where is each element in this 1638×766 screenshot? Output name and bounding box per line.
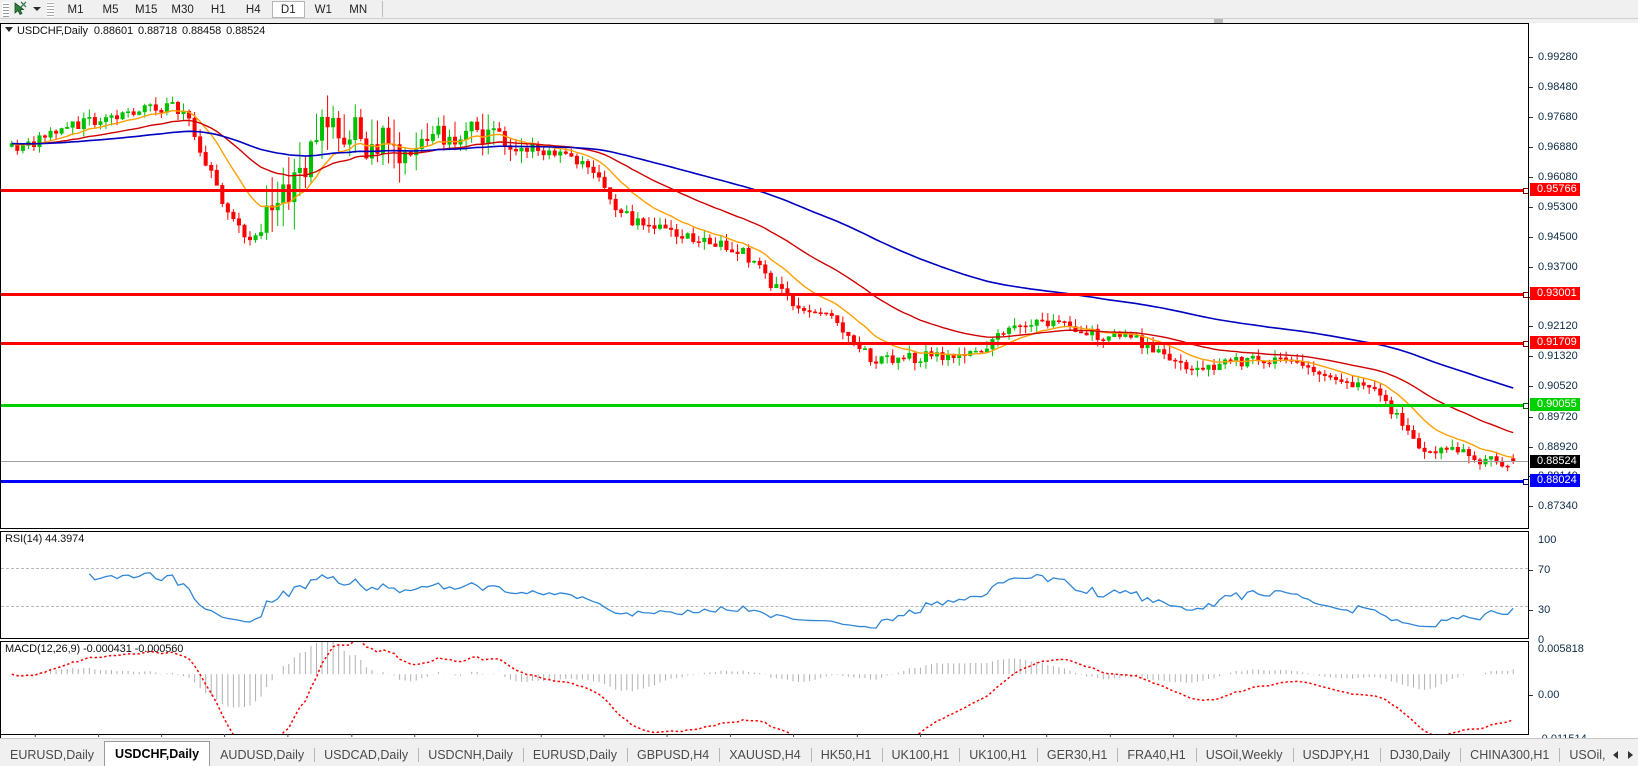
- price-candles-canvas: [9, 95, 1516, 472]
- price-tick-0.93700: 0.93700: [1529, 261, 1578, 274]
- level-line-0.93001[interactable]: [1, 292, 1528, 299]
- resistance-level-badge-2[interactable]: 0.93001: [1530, 287, 1580, 301]
- resistance-level-badge-1[interactable]: 0.95766: [1530, 183, 1580, 197]
- support-level-badge-blue[interactable]: 0.88024: [1530, 474, 1580, 488]
- chart-tab-hk50-h1-8[interactable]: HK50,H1: [810, 744, 882, 766]
- rsi-tick-30: 30: [1529, 604, 1550, 617]
- rsi-tick-100: 100: [1538, 534, 1557, 546]
- chart-tab-gbpusd-h4-6[interactable]: GBPUSD,H4: [626, 744, 719, 766]
- timeframe-m15-button[interactable]: M15: [135, 3, 158, 16]
- price-tick-0.91320: 0.91320: [1529, 350, 1578, 363]
- timeframe-m5-button[interactable]: M5: [102, 3, 119, 16]
- rsi-line-canvas: [88, 572, 1514, 629]
- macd-pane[interactable]: MACD(12,26,9) -0.000431 -0.000560: [0, 641, 1529, 735]
- symbol-header: USDCHF,Daily 0.88601 0.88718 0.88458 0.88524: [5, 25, 270, 37]
- support-level-badge-green[interactable]: 0.90055: [1530, 397, 1580, 411]
- chart-tab-usdjpy-h1-14[interactable]: USDJPY,H1: [1292, 744, 1380, 766]
- chart-menu-caret-icon[interactable]: [5, 27, 13, 32]
- timeframe-h4-button[interactable]: H4: [245, 3, 261, 16]
- chart-tab-usdcnh-daily-4[interactable]: USDCNH,Daily: [418, 744, 523, 766]
- price-tick-0.96080: 0.96080: [1529, 171, 1578, 184]
- level-anchor-handle[interactable]: [1523, 188, 1528, 195]
- toolbar-separator: [47, 1, 54, 17]
- level-line-0.90055[interactable]: [1, 402, 1528, 409]
- timeframe-w1-button[interactable]: W1: [314, 3, 332, 16]
- price-tick-0.99280: 0.99280: [1529, 51, 1578, 64]
- price-tick-0.92120: 0.92120: [1529, 320, 1578, 333]
- ohlc-open: 0.88601: [93, 25, 133, 37]
- ohlc-close: 0.88524: [226, 25, 266, 37]
- rsi-tick-0: 0: [1538, 634, 1545, 646]
- chart-tab-uk100-h1-9[interactable]: UK100,H1: [881, 744, 960, 766]
- chart-tab-usoil--17[interactable]: USOil,: [1559, 744, 1608, 766]
- price-tick-0.89720: 0.89720: [1529, 411, 1578, 424]
- symbol-label: USDCHF,Daily: [17, 25, 88, 37]
- level-anchor-handle[interactable]: [1523, 340, 1528, 347]
- timeframe-h1-button[interactable]: H1: [210, 3, 226, 16]
- chart-scroll-nub[interactable]: [1214, 19, 1223, 24]
- toolbar-end-separator: [381, 1, 383, 17]
- timeframe-mn-button[interactable]: MN: [349, 3, 368, 16]
- rsi-level-70-line: [1, 568, 1528, 569]
- rsi-tick-70: 70: [1529, 564, 1550, 577]
- macd-canvas: [11, 642, 1514, 734]
- chart-tab-bar: EURUSD,Daily USDCHF,Daily AUDUSD,Daily USDC…: [0, 738, 1638, 766]
- price-tick-0.96880: 0.96880: [1529, 141, 1578, 154]
- chart-tab-dj30-daily-15[interactable]: DJ30,Daily: [1379, 744, 1460, 766]
- chart-top-strip: [0, 19, 1638, 24]
- chevron-right-icon[interactable]: [1623, 744, 1638, 766]
- timeframe-d1-button[interactable]: D1: [271, 0, 305, 18]
- price-tick-0.90520: 0.90520: [1529, 380, 1578, 393]
- chart-tab-usdchf-daily-1[interactable]: USDCHF,Daily: [104, 741, 211, 766]
- level-line-0.95766[interactable]: [1, 188, 1528, 195]
- chart-tab-eurusd-daily-5[interactable]: EURUSD,Daily: [522, 744, 627, 766]
- timeframe-toolbar: M1 M5 M15 M30 H1 H4 D1 W1 MN: [0, 0, 1638, 19]
- level-anchor-handle[interactable]: [1523, 292, 1528, 299]
- macd-header-label: MACD(12,26,9) -0.000431 -0.000560: [5, 643, 184, 655]
- chart-tab-xauusd-h4-7[interactable]: XAUUSD,H4: [719, 744, 811, 766]
- ohlc-low: 0.88458: [182, 25, 222, 37]
- level-anchor-handle[interactable]: [1523, 402, 1528, 409]
- price-tick-0.97680: 0.97680: [1529, 111, 1578, 124]
- price-axis[interactable]: 0.99280 0.98480 0.97680 0.96880 0.96080 0.953…: [1529, 23, 1638, 745]
- chart-tab-usoil-weekly-13[interactable]: USOil,Weekly: [1195, 744, 1293, 766]
- price-tick-0.88920: 0.88920: [1529, 441, 1578, 454]
- chart-tab-fra40-h1-12[interactable]: FRA40,H1: [1117, 744, 1195, 766]
- resistance-level-badge-3[interactable]: 0.91709: [1530, 335, 1580, 349]
- toolbar-drag-handle[interactable]: [2, 1, 9, 17]
- timeframe-m30-button[interactable]: M30: [171, 3, 194, 16]
- chart-tab-uk100-h1-10[interactable]: UK100,H1: [959, 744, 1037, 766]
- price-tick-0.95300: 0.95300: [1529, 201, 1578, 214]
- chart-tab-ger30-h1-11[interactable]: GER30,H1: [1036, 744, 1117, 766]
- crosshair-cursor-icon[interactable]: [12, 1, 30, 18]
- rsi-pane[interactable]: RSI(14) 44.3974: [0, 531, 1529, 639]
- level-line-0.88524[interactable]: [1, 461, 1528, 463]
- macd-tick-0-00: 0.00: [1529, 689, 1559, 702]
- level-line-0.88024[interactable]: [1, 479, 1528, 486]
- chevron-down-icon[interactable]: [30, 1, 43, 18]
- macd-tick-0-005818: 0.005818: [1538, 643, 1584, 655]
- chart-area: USDCHF,Daily 0.88601 0.88718 0.88458 0.88524…: [0, 19, 1638, 756]
- chevron-left-icon[interactable]: [1608, 744, 1623, 766]
- level-anchor-handle[interactable]: [1523, 479, 1528, 486]
- price-tick-0.98480: 0.98480: [1529, 81, 1578, 94]
- chart-tab-eurusd-daily-0[interactable]: EURUSD,Daily: [10, 748, 95, 762]
- chart-tab-audusd-daily-2[interactable]: AUDUSD,Daily: [220, 748, 305, 762]
- price-tick-0.87340: 0.87340: [1529, 500, 1578, 513]
- timeframe-m1-button[interactable]: M1: [67, 3, 84, 16]
- rsi-level-30-line: [1, 606, 1528, 607]
- level-line-0.91709[interactable]: [1, 340, 1528, 347]
- current-price-badge[interactable]: 0.88524: [1530, 455, 1580, 469]
- price-pane[interactable]: USDCHF,Daily 0.88601 0.88718 0.88458 0.88524: [0, 23, 1529, 529]
- rsi-header-label: RSI(14) 44.3974: [5, 533, 85, 545]
- chart-tab-usdcad-daily-3[interactable]: USDCAD,Daily: [314, 744, 418, 766]
- ohlc-high: 0.88718: [137, 25, 178, 37]
- price-tick-0.94500: 0.94500: [1529, 231, 1578, 244]
- chart-tab-china300-h1-16[interactable]: CHINA300,H1: [1460, 744, 1559, 766]
